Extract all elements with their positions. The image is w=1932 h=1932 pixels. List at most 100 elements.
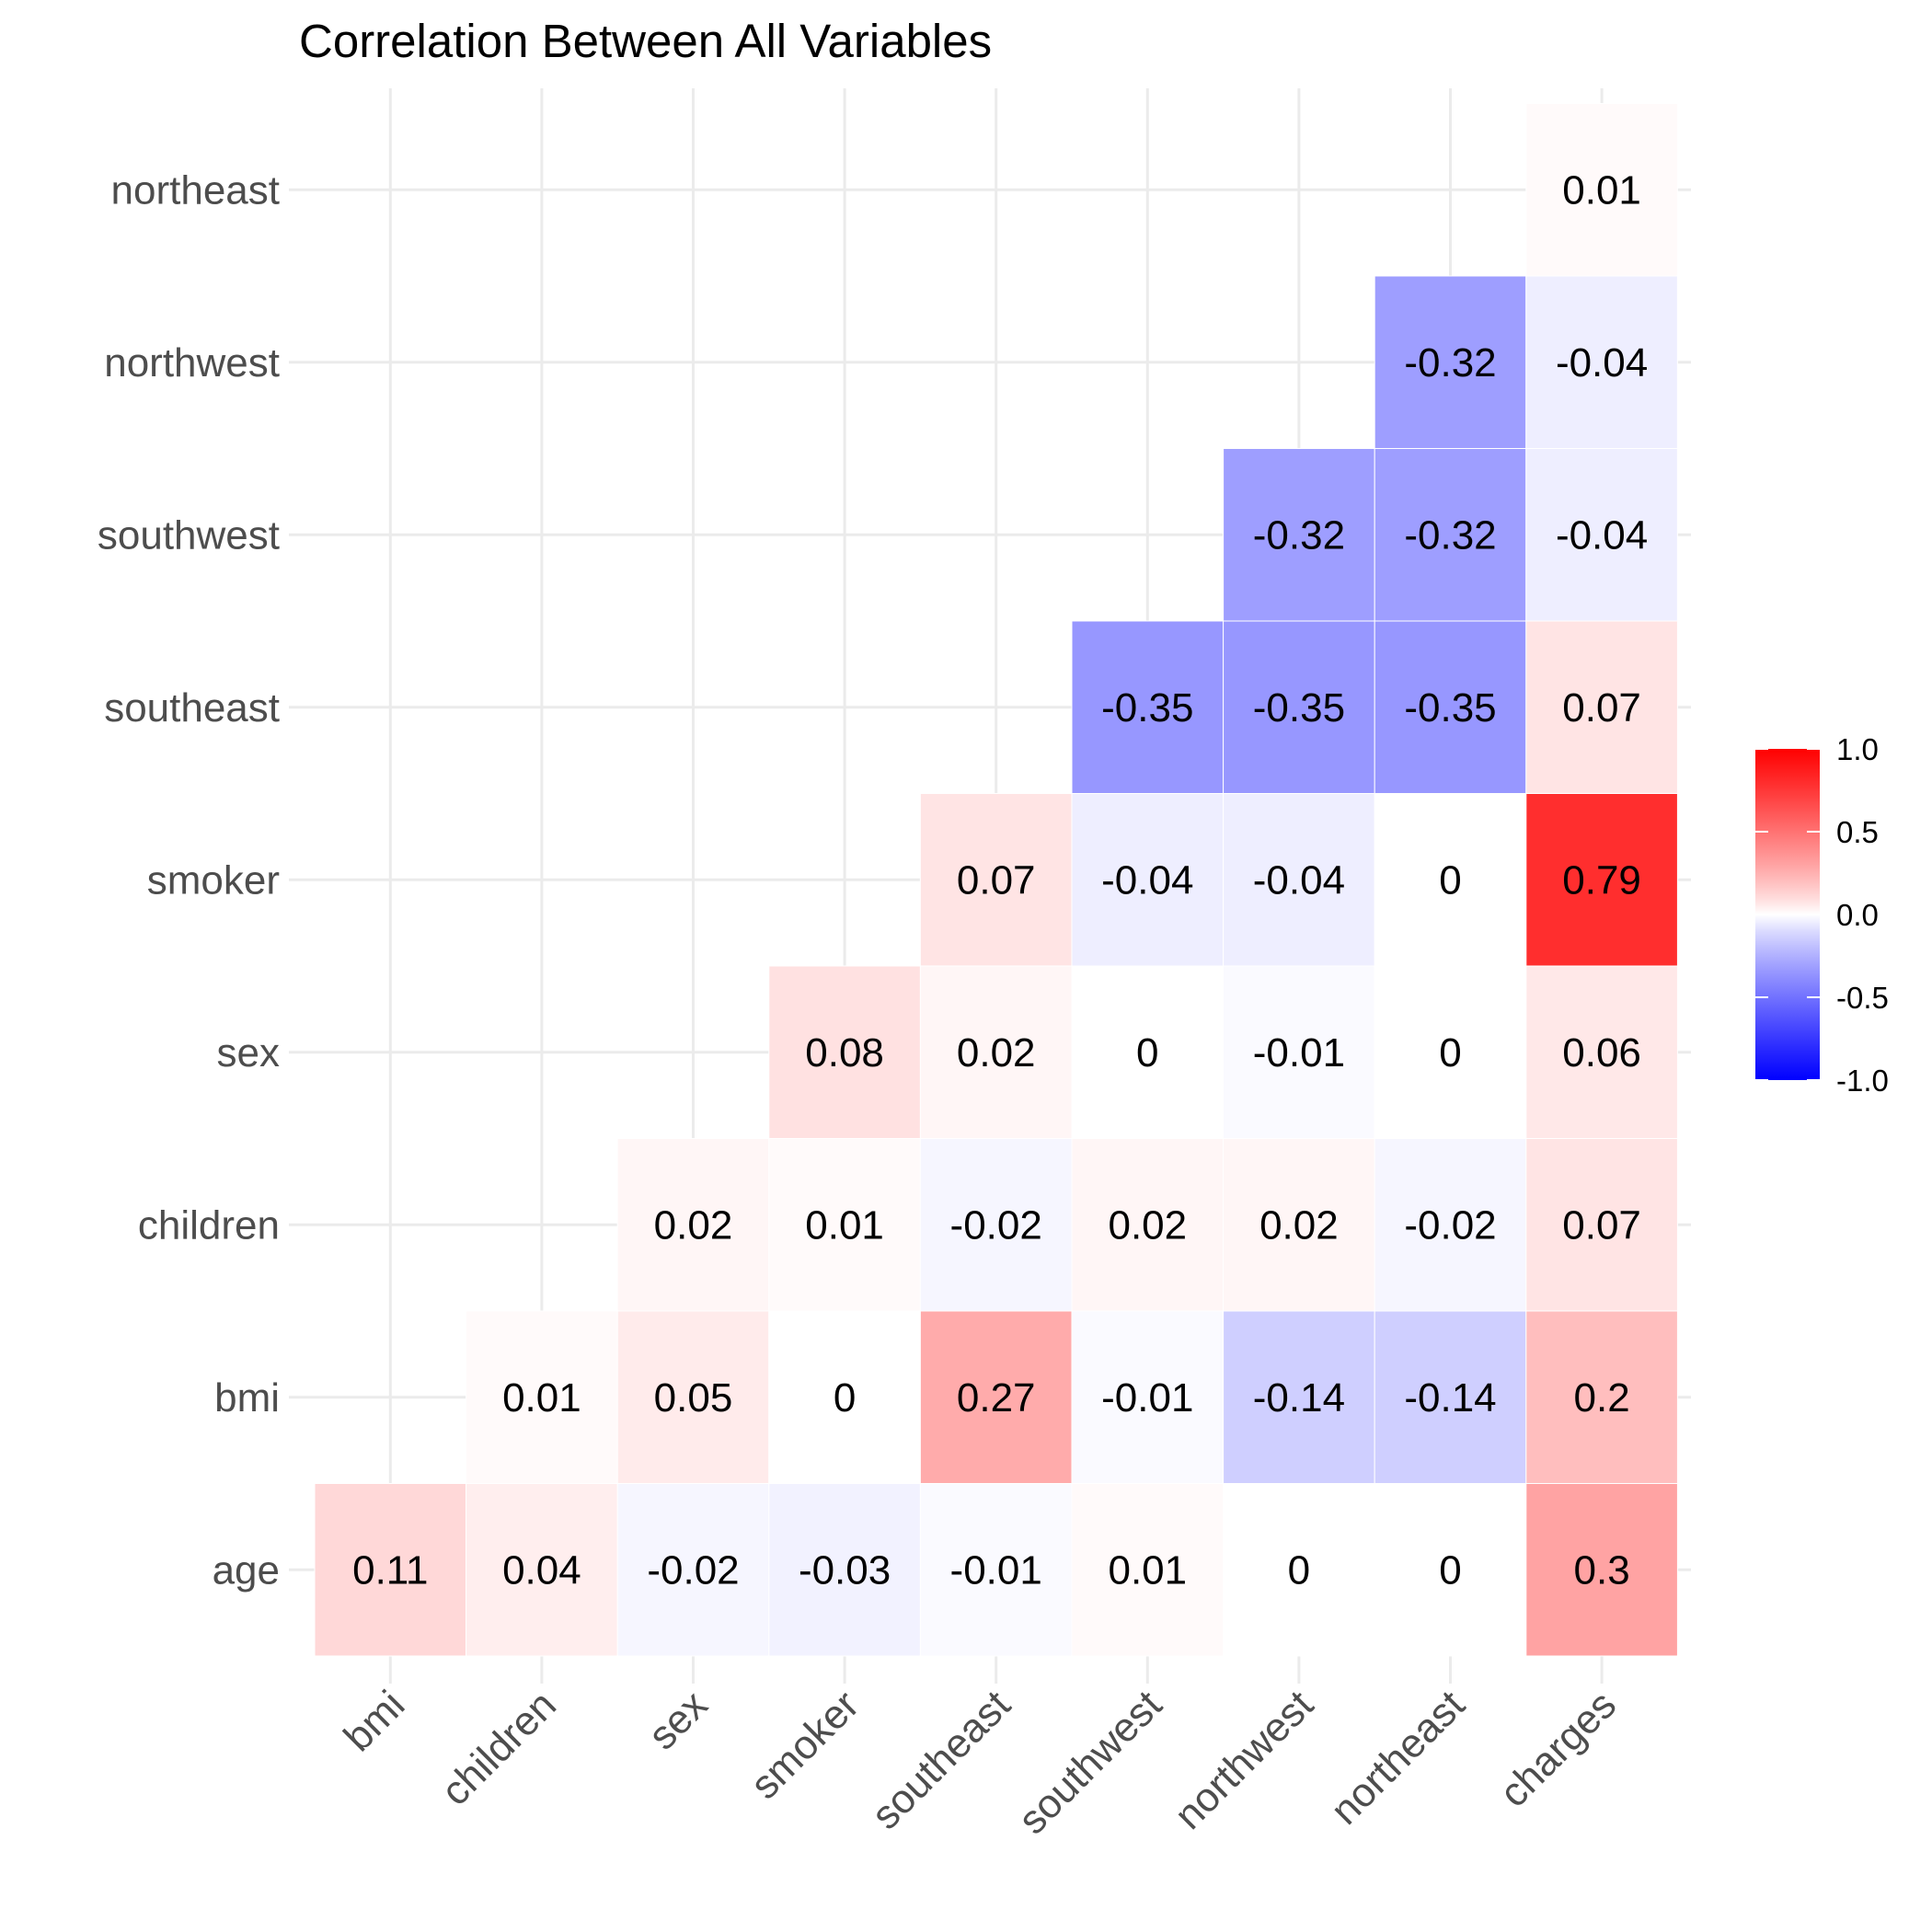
heatmap-cell-bmi-charges (1525, 1310, 1678, 1484)
legend-tick-label-0: 1.0 (1836, 732, 1879, 766)
heatmap-cell-children-southeast (919, 1138, 1073, 1312)
y-tick-label-age: age (213, 1547, 280, 1593)
heatmap-cell-age-southwest (1071, 1483, 1225, 1657)
cell-value-bmi-smoker: 0 (834, 1375, 856, 1420)
cell-value-bmi-southeast: 0.27 (957, 1375, 1036, 1420)
cell-value-southeast-northeast: -0.35 (1404, 685, 1496, 730)
cell-value-age-sex: -0.02 (647, 1547, 739, 1593)
x-tick-label-southwest: southwest (1010, 1682, 1171, 1843)
cell-value-northwest-northeast: -0.32 (1404, 340, 1496, 385)
heatmap-cell-children-southwest (1071, 1138, 1225, 1312)
heatmap-cell-smoker-northwest (1223, 793, 1375, 967)
y-tick-label-northeast: northeast (111, 167, 280, 213)
cell-value-sex-southwest: 0 (1136, 1030, 1158, 1075)
x-axis-tick-labels: bmi children sex smokersoutheastsouthwestno… (336, 1682, 1626, 1843)
heatmap-cell-northwest-charges (1525, 275, 1678, 449)
y-tick-label-smoker: smoker (147, 857, 280, 903)
heatmap-cell-smoker-southeast (919, 793, 1073, 967)
heatmap-cell-bmi-southwest (1071, 1310, 1225, 1484)
heatmap-cell-northeast-charges (1525, 103, 1678, 277)
cell-value-southeast-charges: 0.07 (1562, 685, 1641, 730)
color-legend: 1.0 0.5 0.0 -0.5 -1.0 (1755, 732, 1889, 1098)
x-tick-label-bmi: bmi (336, 1682, 414, 1760)
cell-value-smoker-northeast: 0 (1439, 857, 1461, 903)
legend-tick-label-1: 0.5 (1836, 815, 1879, 849)
heatmap-cell-bmi-northeast (1374, 1310, 1527, 1484)
y-tick-label-northwest: northwest (104, 340, 280, 385)
cell-value-age-smoker: -0.03 (799, 1547, 891, 1593)
heatmap-cell-bmi-southeast (919, 1310, 1073, 1484)
heatmap-cell-sex-southwest (1071, 965, 1225, 1139)
cell-value-age-southwest: 0.01 (1108, 1547, 1187, 1593)
heatmap-cell-children-charges (1525, 1138, 1678, 1312)
heatmap-cell-children-northwest (1223, 1138, 1375, 1312)
cell-value-age-southeast: -0.01 (950, 1547, 1042, 1593)
cell-value-sex-southeast: 0.02 (957, 1030, 1036, 1075)
cell-value-sex-charges: 0.06 (1562, 1030, 1641, 1075)
y-tick-label-southeast: southeast (104, 685, 280, 730)
cell-value-children-northwest: 0.02 (1259, 1202, 1339, 1248)
cell-value-southeast-southwest: -0.35 (1101, 685, 1193, 730)
heatmap-cell-bmi-children (466, 1310, 618, 1484)
cell-value-southwest-northwest: -0.32 (1253, 512, 1345, 558)
y-tick-label-bmi: bmi (214, 1375, 280, 1420)
cell-value-smoker-southwest: -0.04 (1101, 857, 1193, 903)
cell-value-children-smoker: 0.01 (805, 1202, 884, 1248)
cell-value-sex-northwest: -0.01 (1253, 1030, 1345, 1075)
cell-value-sex-smoker: 0.08 (805, 1030, 884, 1075)
cell-value-children-southwest: 0.02 (1108, 1202, 1187, 1248)
chart-title: Correlation Between All Variables (299, 15, 992, 67)
heatmap-cell-children-sex (616, 1138, 770, 1312)
cell-value-children-charges: 0.07 (1562, 1202, 1641, 1248)
heatmap-cell-bmi-smoker (768, 1310, 921, 1484)
legend-tick-label-4: -1.0 (1836, 1064, 1889, 1098)
x-tick-label-southeast: southeast (863, 1682, 1019, 1838)
heatmap-cell-southeast-charges (1525, 620, 1678, 794)
heatmap-cell-age-bmi (314, 1483, 467, 1657)
y-axis-tick-labels: age bmi children sex smoker southeast southwes… (98, 167, 280, 1593)
heatmap-cell-bmi-sex (616, 1310, 770, 1484)
y-tick-label-children: children (138, 1202, 280, 1248)
heatmap-cell-age-children (466, 1483, 618, 1657)
heatmap-cell-children-northeast (1374, 1138, 1527, 1312)
heatmap-cell-children-smoker (768, 1138, 921, 1312)
heatmap-cell-northwest-northeast (1374, 275, 1527, 449)
cell-value-smoker-southeast: 0.07 (957, 857, 1036, 903)
cell-value-northeast-charges: 0.01 (1562, 167, 1641, 213)
heatmap-cell-age-southeast (919, 1483, 1073, 1657)
cell-value-children-sex: 0.02 (654, 1202, 733, 1248)
heatmap-cell-age-northwest (1223, 1483, 1375, 1657)
cell-value-age-northwest: 0 (1288, 1547, 1310, 1593)
x-tick-label-children: children (432, 1682, 565, 1814)
cell-value-northwest-charges: -0.04 (1556, 340, 1648, 385)
heatmap-cells (314, 103, 1678, 1657)
y-tick-label-southwest: southwest (98, 512, 280, 558)
cell-value-age-charges: 0.3 (1574, 1547, 1630, 1593)
cell-value-smoker-charges: 0.79 (1562, 857, 1641, 903)
cell-value-bmi-southwest: -0.01 (1101, 1375, 1193, 1420)
heatmap-cell-smoker-charges (1525, 793, 1678, 967)
x-tick-label-sex: sex (639, 1682, 716, 1758)
cell-value-labels: 0.11 0.04 -0.02 -0.03 -0.01 0.01 0 0 0.3 0.01 0.05… (352, 167, 1648, 1593)
cell-value-southwest-charges: -0.04 (1556, 512, 1648, 558)
cell-value-smoker-northwest: -0.04 (1253, 857, 1345, 903)
cell-value-southwest-northeast: -0.32 (1404, 512, 1496, 558)
x-tick-label-northwest: northwest (1166, 1682, 1322, 1838)
heatmap-cell-smoker-northeast (1374, 793, 1527, 967)
y-tick-label-sex: sex (217, 1030, 280, 1075)
cell-value-bmi-children: 0.01 (502, 1375, 581, 1420)
cell-value-age-children: 0.04 (502, 1547, 581, 1593)
legend-tick-label-2: 0.0 (1836, 898, 1879, 932)
heatmap-cell-southeast-northeast (1374, 620, 1527, 794)
x-tick-label-northeast: northeast (1322, 1682, 1473, 1833)
heatmap-cell-sex-charges (1525, 965, 1678, 1139)
cell-value-southeast-northwest: -0.35 (1253, 685, 1345, 730)
heatmap-cell-southeast-southwest (1071, 620, 1225, 794)
heatmap-cell-southwest-charges (1525, 448, 1678, 622)
cell-value-bmi-northwest: -0.14 (1253, 1375, 1345, 1420)
cell-value-bmi-northeast: -0.14 (1404, 1375, 1496, 1420)
heatmap-cell-sex-northwest (1223, 965, 1375, 1139)
heatmap-cell-bmi-northwest (1223, 1310, 1375, 1484)
